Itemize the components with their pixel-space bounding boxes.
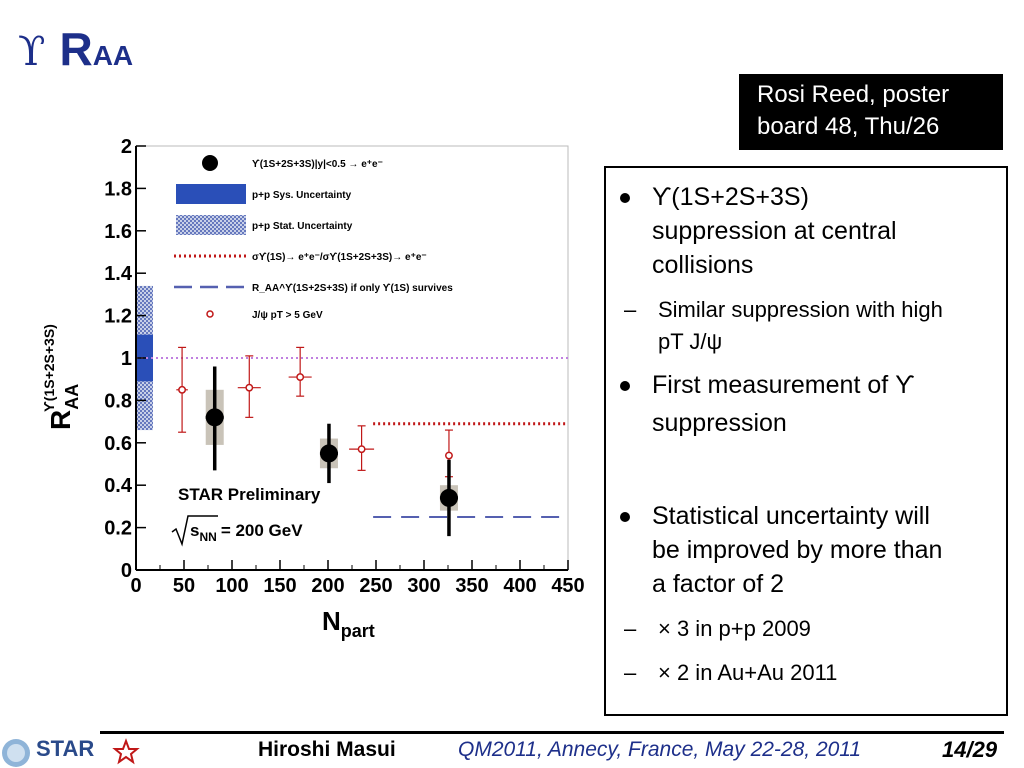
x-tick-label: 200 bbox=[311, 575, 344, 597]
sqrt-sign-icon bbox=[171, 515, 218, 547]
bullet-dash-icon: – bbox=[624, 616, 637, 641]
slide-title: ϒ RAA bbox=[18, 22, 133, 83]
bullet-dash-icon: – bbox=[624, 297, 637, 322]
energy-s: s bbox=[190, 521, 199, 540]
raa-chart: 0 50 100 150 200 250 300 350 400 450 0 0.2 0.4 0.6 0.8… bbox=[41, 136, 585, 641]
bullet-line: suppression bbox=[652, 409, 787, 437]
legend-label: R_AA^ϒ(1S+2S+3S) if only ϒ(1S) survives bbox=[252, 283, 453, 294]
bullet-dot-icon bbox=[620, 381, 630, 391]
bullet-line: a factor of 2 bbox=[652, 570, 785, 598]
y-axis-title-main: R bbox=[45, 410, 76, 430]
star-logo: STAR bbox=[2, 736, 140, 767]
star-logo-star-icon bbox=[112, 738, 140, 765]
bullet-line: First measurement of ϒ bbox=[652, 371, 915, 399]
jpsi-point bbox=[237, 355, 261, 418]
bullet-line: suppression at central bbox=[652, 217, 897, 245]
y-tick-label: 1.8 bbox=[104, 178, 132, 200]
legend-label: ϒ(1S+2S+3S)|y|<0.5 → e⁺e⁻ bbox=[252, 159, 383, 170]
energy-text: sNN = 200 GeV bbox=[190, 521, 303, 544]
y-axis-title-superscript: ϒ(1S+2S+3S) bbox=[41, 324, 57, 412]
energy-nn: NN bbox=[199, 530, 216, 544]
x-axis-title-main: N bbox=[322, 606, 341, 636]
title-upsilon: ϒ bbox=[18, 29, 46, 75]
y-tick-label: 1 bbox=[121, 348, 132, 370]
y-tick-label: 1.6 bbox=[104, 221, 132, 243]
bullet-dot-icon bbox=[620, 512, 630, 522]
y-axis-title-text: RAA bbox=[45, 384, 82, 430]
y-tick-label: 0.4 bbox=[104, 475, 133, 497]
x-tick-label: 50 bbox=[173, 575, 195, 597]
legend-marker-jpsi bbox=[206, 310, 214, 318]
legend-marker-stat bbox=[176, 215, 246, 235]
legend-label: J/ψ pT > 5 GeV bbox=[252, 310, 323, 321]
bullet-line: × 3 in p+p 2009 bbox=[658, 616, 811, 641]
x-tick-label: 450 bbox=[551, 575, 584, 597]
star-preliminary-label: STAR Preliminary bbox=[178, 485, 321, 504]
legend-marker-sys bbox=[176, 184, 246, 204]
title-aa: AA bbox=[92, 40, 134, 71]
poster-line-2: board 48, Thu/26 bbox=[757, 113, 940, 140]
bullet-line: Statistical uncertainty will bbox=[652, 502, 930, 530]
y-tick-label: 0.2 bbox=[104, 518, 132, 540]
upsilon-marker bbox=[439, 488, 458, 507]
y-tick-label: 1.4 bbox=[104, 263, 133, 285]
bullet-box: ϒ(1S+2S+3S) suppression at central collisi… bbox=[604, 166, 1008, 716]
legend-label: σϒ(1S)→ e⁺e⁻/σϒ(1S+2S+3S)→ e⁺e⁻ bbox=[252, 252, 427, 263]
x-tick-label: 350 bbox=[455, 575, 488, 597]
bullet-line: be improved by more than bbox=[652, 536, 943, 564]
x-tick-label: 400 bbox=[503, 575, 536, 597]
bullet-line: Similar suppression with high bbox=[658, 297, 943, 322]
upsilon-point bbox=[439, 459, 458, 537]
title-r: R bbox=[59, 23, 93, 75]
x-tick-label: 300 bbox=[407, 575, 440, 597]
x-tick-label: 150 bbox=[263, 575, 296, 597]
y-axis-title-sub: AA bbox=[62, 384, 82, 410]
bullet-line: × 2 in Au+Au 2011 bbox=[658, 660, 838, 685]
x-tick-label: 250 bbox=[359, 575, 392, 597]
jpsi-marker bbox=[445, 451, 453, 460]
y-tick-label: 0.6 bbox=[104, 433, 132, 455]
bullet-line: pT J/ψ bbox=[658, 329, 723, 354]
y-tick-label: 1.2 bbox=[104, 306, 132, 328]
jpsi-point bbox=[176, 346, 188, 433]
y-tick-label: 0.8 bbox=[104, 390, 132, 412]
bullet-line: ϒ(1S+2S+3S) bbox=[652, 183, 809, 211]
y-tick-label: 0 bbox=[121, 560, 132, 582]
jpsi-marker bbox=[357, 445, 366, 454]
x-axis-title-sub: part bbox=[341, 621, 375, 641]
legend-marker-upsilon bbox=[202, 155, 218, 171]
legend-label: p+p Sys. Uncertainty bbox=[252, 190, 352, 201]
footer-divider bbox=[100, 731, 1004, 734]
poster-reference-box: Rosi Reed, poster board 48, Thu/26 bbox=[739, 74, 1003, 150]
upsilon-marker bbox=[319, 444, 338, 463]
energy-value: = 200 GeV bbox=[221, 521, 303, 540]
legend-label: p+p Stat. Uncertainty bbox=[252, 221, 353, 232]
jpsi-point bbox=[288, 346, 312, 397]
footer-page-number: 14/29 bbox=[942, 737, 998, 762]
jpsi-marker bbox=[245, 383, 254, 392]
bullet-dash-icon: – bbox=[624, 660, 637, 685]
bullet-dot-icon bbox=[620, 193, 630, 203]
x-axis-title: Npart bbox=[322, 606, 375, 641]
upsilon-point bbox=[319, 423, 338, 484]
upsilon-marker bbox=[205, 408, 224, 427]
energy-annotation: sNN = 200 GeV bbox=[171, 515, 303, 547]
footer-conference: QM2011, Annecy, France, May 22-28, 2011 bbox=[458, 738, 862, 761]
footer-author: Hiroshi Masui bbox=[258, 738, 396, 761]
y-tick-label: 2 bbox=[121, 136, 132, 158]
jpsi-point bbox=[349, 425, 375, 471]
bullet-line: collisions bbox=[652, 251, 754, 279]
x-tick-label: 100 bbox=[215, 575, 248, 597]
jpsi-marker bbox=[296, 373, 305, 382]
upsilon-point bbox=[205, 366, 224, 471]
x-tick-label: 0 bbox=[130, 575, 141, 597]
star-logo-text: STAR bbox=[36, 736, 94, 761]
jpsi-marker bbox=[178, 385, 187, 394]
poster-line-1: Rosi Reed, poster bbox=[757, 81, 950, 108]
